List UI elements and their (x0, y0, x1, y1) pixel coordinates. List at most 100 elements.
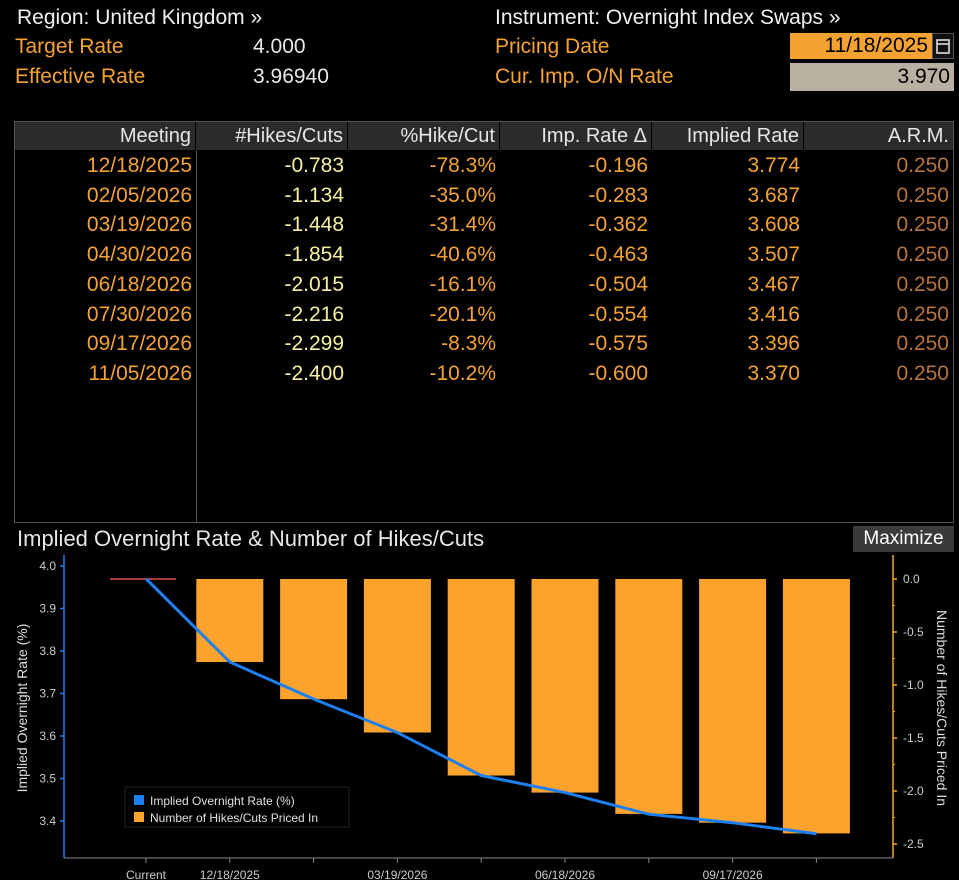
hikes-bar (699, 579, 767, 823)
table-row[interactable]: 04/30/2026 -1.854 -40.6% -0.463 3.507 0.250 (15, 240, 953, 270)
cell-implied-rate: 3.467 (747, 272, 800, 296)
hikes-bar (447, 579, 515, 776)
cell-meeting: 07/30/2026 (86, 302, 192, 326)
hikes-bar (280, 579, 348, 700)
cell-pct-hike-cut: -78.3% (429, 154, 496, 177)
legend-label-rate: Implied Overnight Rate (%) (150, 794, 295, 808)
cell-meeting: 09/17/2026 (86, 332, 192, 356)
cell-implied-rate: 3.370 (747, 361, 800, 385)
target-rate-label: Target Rate (15, 35, 124, 58)
y-tick-label: 3.4 (39, 814, 56, 828)
rate-chart: 4.0 3.9 3.8 3.7 3.6 3.5 3.4 0.0 -0.5 -1.0 -1.5 -2.0… (14, 555, 950, 880)
meetings-table: Meeting #Hikes/Cuts %Hike/Cut Imp. Rate … (14, 121, 954, 523)
x-tick-label: 09/17/2026 (703, 868, 763, 880)
cell-arm: 0.250 (896, 302, 949, 326)
col-header-arm[interactable]: A.R.M. (887, 125, 949, 147)
cell-imp-rate-delta: -0.463 (588, 243, 648, 267)
cell-hikes-cuts: -1.448 (284, 213, 344, 237)
hikes-bar (782, 579, 850, 834)
cell-implied-rate: 3.396 (747, 332, 800, 356)
cell-pct-hike-cut: -31.4% (429, 213, 496, 237)
cell-implied-rate: 3.608 (747, 213, 800, 237)
table-row[interactable]: 09/17/2026 -2.299 -8.3% -0.575 3.396 0.250 (15, 329, 953, 359)
legend-swatch-hikes (134, 812, 144, 822)
cell-meeting: 11/05/2026 (88, 361, 192, 385)
col-header-implied-rate[interactable]: Implied Rate (652, 122, 804, 150)
cell-pct-hike-cut: -10.2% (429, 361, 496, 385)
cell-imp-rate-delta: -0.196 (588, 154, 648, 177)
x-tick-label: 06/18/2026 (535, 868, 595, 880)
col-header-imp-rate-delta[interactable]: Imp. Rate Δ (500, 122, 652, 150)
cell-meeting: 12/18/2025 (86, 154, 192, 177)
cell-imp-rate-delta: -0.554 (588, 302, 648, 326)
table-row[interactable]: 11/05/2026 -2.400 -10.2% -0.600 3.370 0.250 (15, 359, 953, 389)
cell-implied-rate: 3.687 (747, 183, 800, 207)
hikes-bar (531, 579, 599, 793)
cell-implied-rate: 3.507 (747, 243, 800, 267)
cell-pct-hike-cut: -35.0% (429, 183, 496, 207)
legend-label-hikes: Number of Hikes/Cuts Priced In (150, 811, 318, 825)
cell-implied-rate: 3.774 (747, 154, 800, 177)
cell-hikes-cuts: -1.134 (284, 183, 344, 207)
effective-rate-value: 3.96940 (253, 65, 329, 88)
x-tick-label: Current (126, 868, 167, 880)
column-divider (196, 150, 197, 522)
cur-imp-rate-field[interactable]: 3.970 (790, 63, 954, 91)
y-tick-label: 3.7 (39, 687, 56, 701)
cell-hikes-cuts: -1.854 (284, 243, 344, 267)
maximize-button[interactable]: Maximize (853, 526, 954, 552)
y-axis-title: Implied Overnight Rate (%) (14, 624, 30, 793)
cell-implied-rate: 3.416 (747, 302, 800, 326)
cell-meeting: 02/05/2026 (86, 183, 192, 207)
x-tick-label: 03/19/2026 (367, 868, 427, 880)
cell-arm: 0.250 (896, 243, 949, 267)
table-row[interactable]: 02/05/2026 -1.134 -35.0% -0.283 3.687 0.250 (15, 181, 953, 211)
cell-arm: 0.250 (896, 154, 949, 177)
cell-meeting: 04/30/2026 (86, 243, 192, 267)
chart-legend: Implied Overnight Rate (%) Number of Hik… (124, 786, 350, 828)
cell-arm: 0.250 (896, 332, 949, 356)
pricing-date-input[interactable]: 11/18/2025 (790, 33, 932, 59)
cell-meeting: 03/19/2026 (86, 213, 192, 237)
y2-tick-label: -0.5 (903, 625, 924, 639)
y-tick-label: 3.5 (39, 772, 56, 786)
cell-imp-rate-delta: -0.504 (588, 272, 648, 296)
y2-axis-title: Number of Hikes/Cuts Priced In (934, 610, 950, 806)
cell-pct-hike-cut: -8.3% (441, 332, 496, 356)
table-row[interactable]: 12/18/2025 -0.783 -78.3% -0.196 3.774 0.250 (15, 151, 953, 181)
cell-arm: 0.250 (896, 213, 949, 237)
region-selector[interactable]: Region: United Kingdom » (17, 6, 263, 29)
cur-imp-rate-label: Cur. Imp. O/N Rate (495, 65, 674, 88)
hikes-bar (196, 579, 264, 662)
cell-pct-hike-cut: -20.1% (429, 302, 496, 326)
col-header-meeting[interactable]: Meeting (15, 122, 196, 150)
calendar-icon[interactable] (932, 33, 954, 59)
instrument-selector[interactable]: Instrument: Overnight Index Swaps » (495, 6, 841, 29)
cell-hikes-cuts: -0.783 (284, 154, 344, 177)
chart-title: Implied Overnight Rate & Number of Hikes… (17, 526, 485, 551)
table-row[interactable]: 03/19/2026 -1.448 -31.4% -0.362 3.608 0.250 (15, 210, 953, 240)
y-tick-label: 3.8 (39, 644, 56, 658)
table-row[interactable]: 07/30/2026 -2.216 -20.1% -0.554 3.416 0.250 (15, 300, 953, 330)
y-tick-label: 4.0 (39, 559, 56, 573)
y2-tick-label: -2.0 (903, 784, 924, 798)
col-header-pct-hike-cut[interactable]: %Hike/Cut (348, 122, 500, 150)
col-header-hikes-cuts[interactable]: #Hikes/Cuts (196, 122, 348, 150)
y-tick-label: 3.6 (39, 729, 56, 743)
table-row[interactable]: 06/18/2026 -2.015 -16.1% -0.504 3.467 0.250 (15, 270, 953, 300)
cell-arm: 0.250 (896, 361, 949, 385)
cell-hikes-cuts: -2.400 (284, 361, 344, 385)
cell-imp-rate-delta: -0.283 (588, 183, 648, 207)
hikes-bar (615, 579, 683, 814)
cell-pct-hike-cut: -40.6% (429, 243, 496, 267)
cell-imp-rate-delta: -0.575 (588, 332, 648, 356)
target-rate-value: 4.000 (253, 35, 306, 58)
implied-rate-line (144, 577, 817, 836)
effective-rate-label: Effective Rate (15, 65, 146, 88)
cell-pct-hike-cut: -16.1% (429, 272, 496, 296)
y-tick-label: 3.9 (39, 602, 56, 616)
legend-swatch-rate (134, 795, 144, 805)
y2-tick-label: -2.5 (903, 837, 924, 851)
cell-arm: 0.250 (896, 183, 949, 207)
cell-meeting: 06/18/2026 (86, 272, 192, 296)
